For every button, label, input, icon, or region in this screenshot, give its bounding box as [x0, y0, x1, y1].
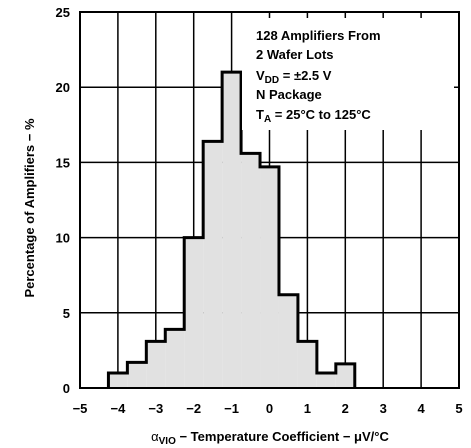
- histogram-bar: [127, 362, 147, 388]
- histogram-bar: [241, 153, 261, 388]
- annotation-line-5: TA = 25°C to 125°C: [256, 107, 371, 125]
- annotation-box: 128 Amplifiers From 2 Wafer Lots VDD = ±…: [242, 18, 454, 130]
- y-tick-label: 25: [56, 5, 70, 20]
- annotation-line-2: 2 Wafer Lots: [256, 47, 334, 62]
- annotation-line-4: N Package: [256, 87, 322, 102]
- x-tick-label: −4: [110, 401, 126, 416]
- histogram-bar: [165, 329, 185, 388]
- x-tick-label: −3: [148, 401, 163, 416]
- annotation-background: [242, 18, 454, 130]
- histogram-bar: [260, 166, 279, 388]
- x-tick-label: 3: [380, 401, 387, 416]
- y-tick-label: 20: [56, 80, 70, 95]
- x-tick-labels: −5 −4 −3 −2 −1 0 1 2 3 4 5: [73, 401, 463, 416]
- histogram-bar: [222, 72, 242, 388]
- annotation-line-1: 128 Amplifiers From: [256, 28, 381, 43]
- plot-frame: [79, 11, 460, 389]
- histogram-bars: [106, 70, 357, 388]
- histogram-outline: [106, 70, 357, 388]
- y-axis-label: Percentage of Amplifiers − %: [22, 118, 37, 297]
- x-tick-label: 0: [266, 401, 273, 416]
- histogram-bar: [203, 141, 223, 388]
- x-tick-label: 5: [455, 401, 462, 416]
- x-tick-label: −2: [186, 401, 201, 416]
- x-tick-label: 4: [417, 401, 425, 416]
- histogram-bar: [184, 237, 204, 388]
- y-tick-label: 5: [63, 306, 70, 321]
- histogram-bar: [297, 341, 317, 388]
- histogram-bar: [278, 294, 298, 388]
- histogram-bar: [335, 363, 355, 388]
- histogram-bar: [146, 341, 166, 388]
- y-tick-label: 10: [56, 231, 70, 246]
- x-axis-label: αVIO − Temperature Coefficient − μV/°C: [151, 429, 389, 447]
- histogram-bar: [108, 372, 128, 388]
- annotation-line-3: VDD = ±2.5 V: [256, 68, 332, 86]
- x-tick-label: −5: [73, 401, 88, 416]
- y-tick-label: 15: [56, 155, 70, 170]
- y-tick-labels: 0 5 10 15 20 25: [56, 5, 70, 396]
- x-tick-label: 2: [342, 401, 349, 416]
- histogram-bar: [316, 372, 336, 388]
- y-tick-label: 0: [63, 381, 70, 396]
- x-tick-label: −1: [224, 401, 239, 416]
- x-tick-label: 1: [304, 401, 311, 416]
